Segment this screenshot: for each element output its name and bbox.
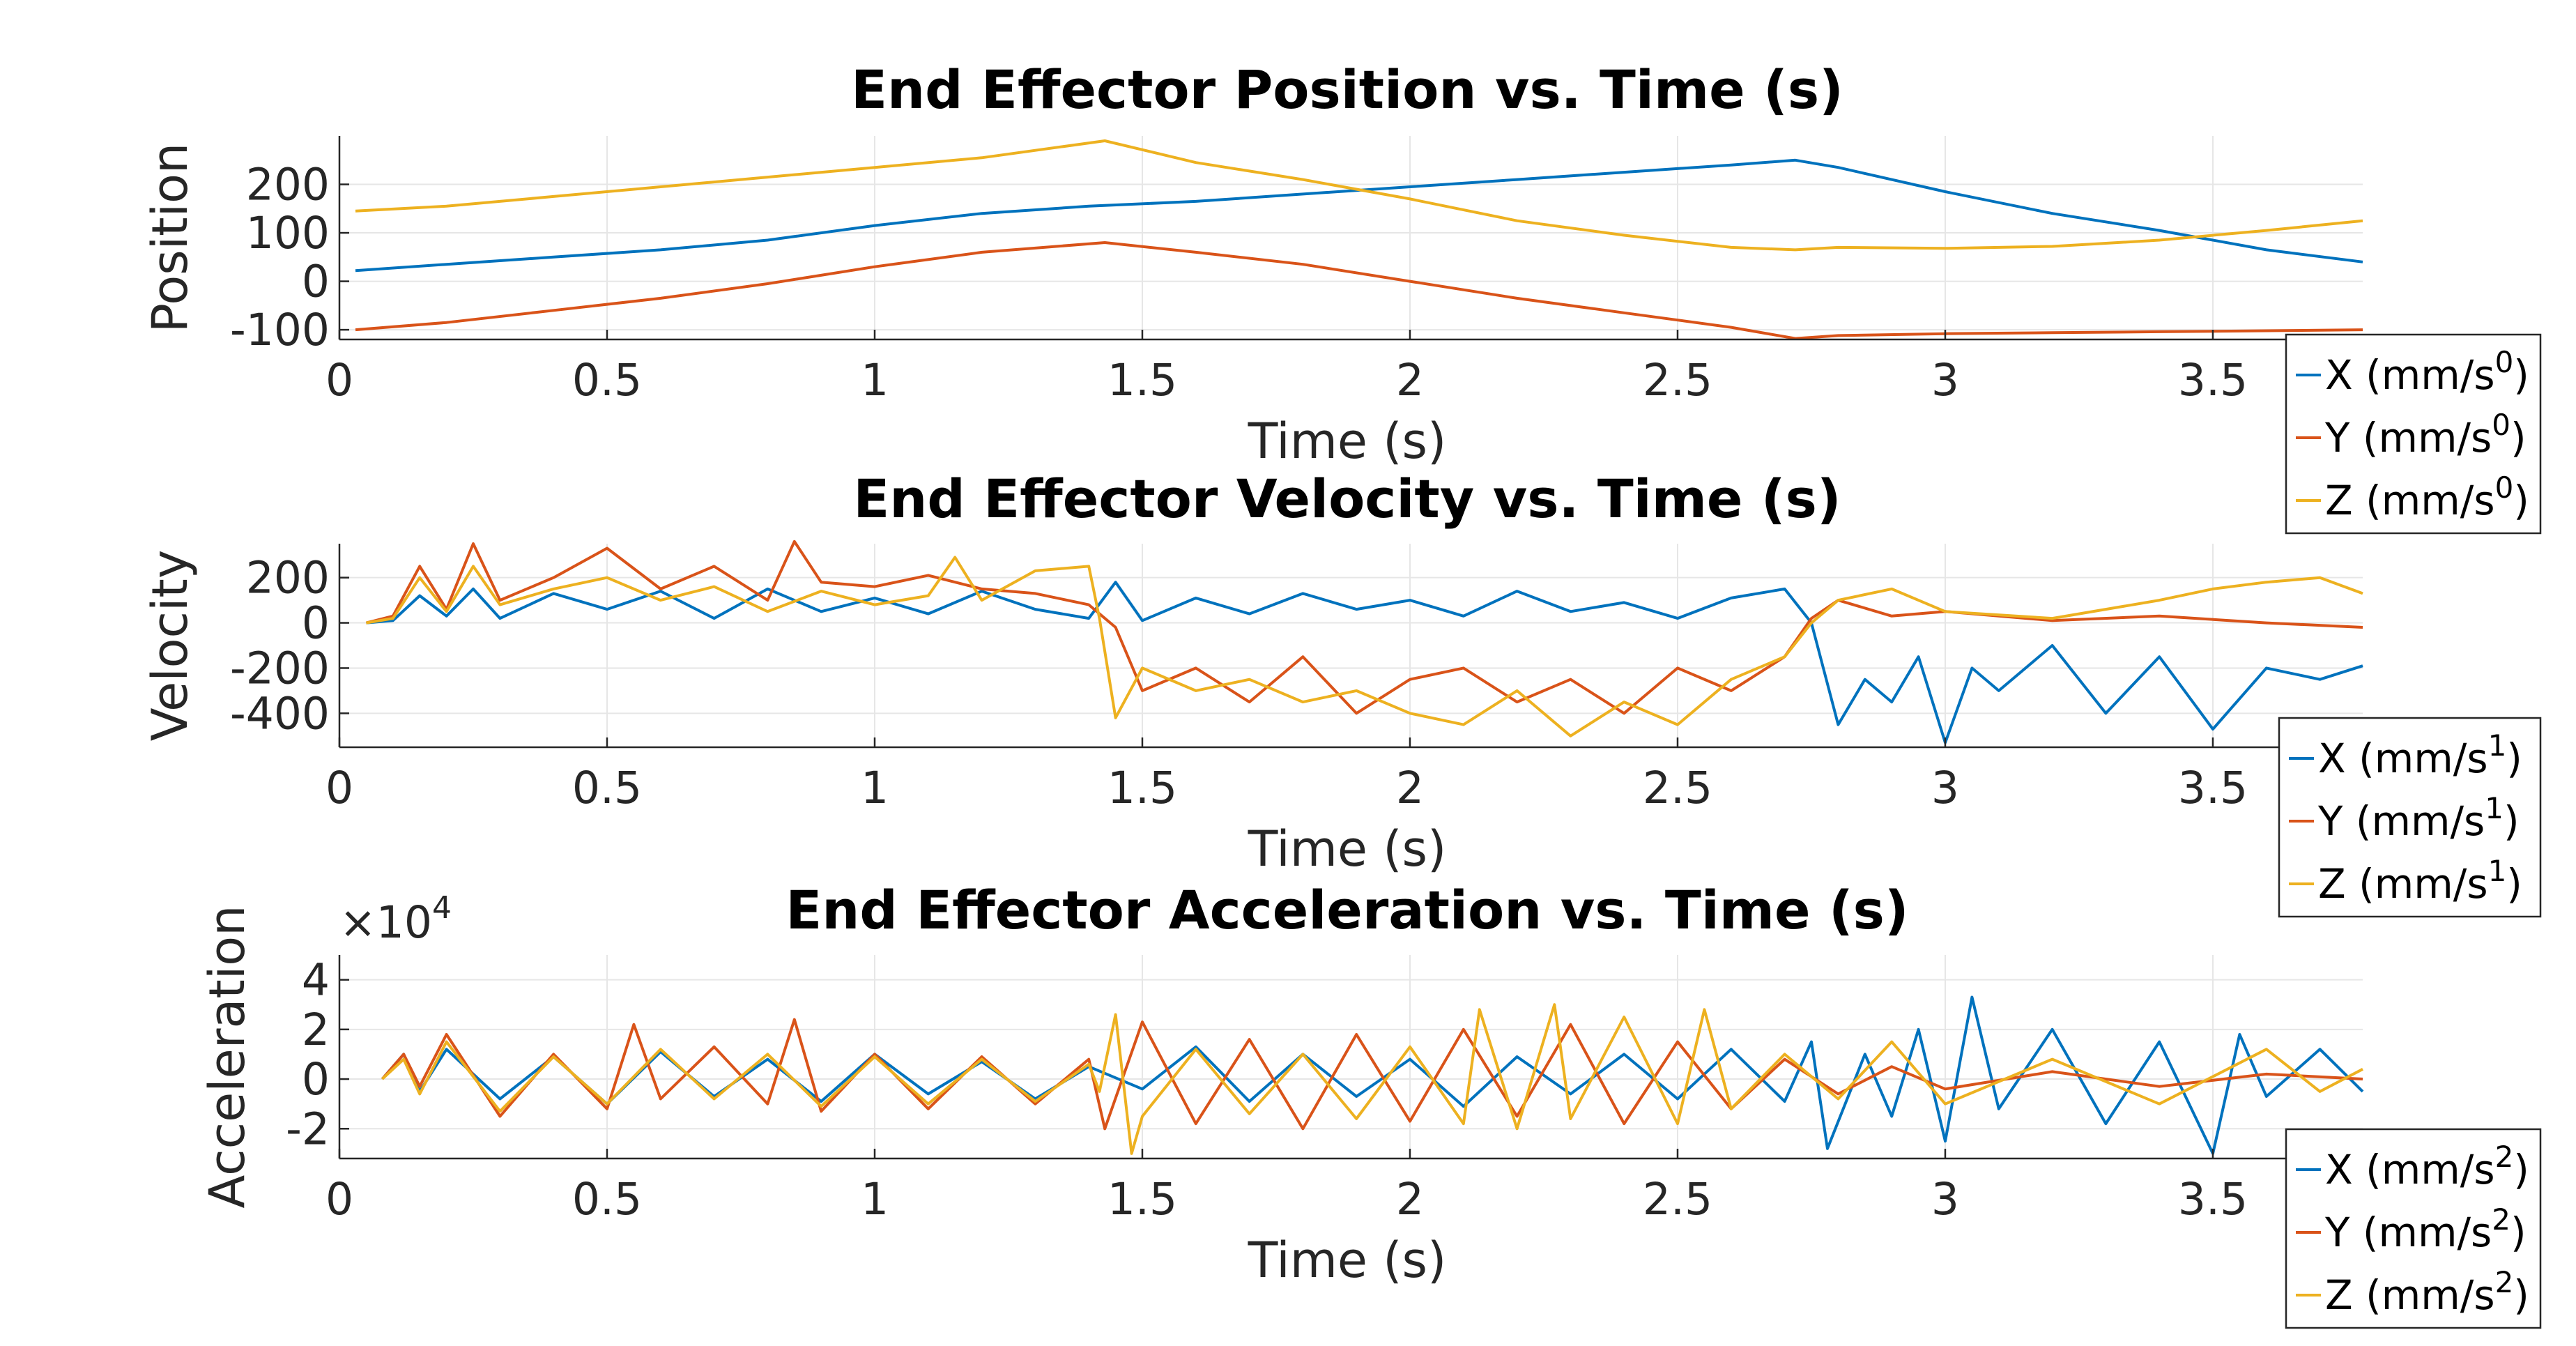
legend-box	[2285, 1128, 2542, 1329]
x-tick-label: 1.5	[1107, 763, 1177, 813]
series-line-x	[355, 158, 2363, 273]
y-axis-label: Velocity	[141, 550, 199, 742]
x-tick-label: 0.5	[572, 355, 642, 406]
legend-entry: Y (mm/s0)	[2324, 408, 2527, 461]
chart-title: End Effector Velocity vs. Time (s)	[853, 468, 1841, 530]
x-tick-label: 2	[1396, 1174, 1424, 1225]
series-line-y	[381, 1018, 2363, 1131]
x-tick-label: 3	[1931, 1174, 1959, 1225]
x-tick-label: 2.5	[1643, 355, 1712, 406]
series-line-y	[365, 540, 2363, 715]
y-tick-label: -100	[230, 305, 330, 355]
legend-entry: Z (mm/s1)	[2318, 854, 2522, 908]
series-line-x	[381, 995, 2364, 1155]
series-line-y	[355, 241, 2363, 340]
legend-entry: X (mm/s0)	[2325, 345, 2529, 399]
x-tick-label: 3.5	[2178, 1174, 2248, 1225]
x-tick-label: 0	[325, 1174, 353, 1225]
x-tick-label: 2	[1396, 355, 1424, 406]
legend-entry: X (mm/s1)	[2318, 728, 2522, 782]
x-tick-label: 2	[1396, 763, 1424, 813]
x-tick-label: 0.5	[572, 1174, 642, 1225]
y-tick-label: -400	[230, 688, 330, 739]
x-tick-label: 2.5	[1643, 763, 1712, 813]
chart-title: End Effector Position vs. Time (s)	[851, 59, 1843, 121]
x-tick-label: 0	[325, 763, 353, 813]
y-tick-label: 200	[246, 553, 330, 604]
y-tick-label: -2	[286, 1103, 330, 1154]
x-tick-label: 1.5	[1107, 1174, 1177, 1225]
x-tick-label: 1	[861, 1174, 889, 1225]
y-tick-label: -200	[230, 643, 330, 694]
legend: X (mm/s0) Y (mm/s0) Z (mm/s0)	[2285, 333, 2542, 535]
legend-entry: Z (mm/s2)	[2325, 1265, 2529, 1319]
series-line-z	[381, 1003, 2363, 1155]
y-exponent-label: ×104	[339, 890, 452, 948]
y-tick-label: 200	[246, 160, 330, 211]
x-tick-label: 0.5	[572, 763, 642, 813]
x-tick-label: 1	[861, 355, 889, 406]
y-tick-label: 0	[302, 257, 330, 307]
series-line-z	[355, 139, 2363, 252]
y-tick-label: 2	[302, 1004, 330, 1055]
legend-entry: Z (mm/s0)	[2325, 471, 2529, 524]
legend-entry: Y (mm/s2)	[2324, 1202, 2527, 1256]
y-axis-label: Acceleration	[199, 905, 256, 1209]
x-tick-label: 3	[1931, 763, 1959, 813]
legend-box	[2278, 717, 2542, 918]
y-tick-label: 0	[302, 1054, 330, 1105]
legend: X (mm/s2) Y (mm/s2) Z (mm/s2)	[2285, 1128, 2542, 1329]
series-line-z	[366, 556, 2363, 737]
y-tick-label: 100	[246, 208, 330, 259]
x-axis-label: Time (s)	[1248, 820, 1447, 878]
x-tick-label: 2.5	[1643, 1174, 1712, 1225]
x-axis-label: Time (s)	[1248, 1232, 1447, 1289]
x-axis-label: Time (s)	[1248, 413, 1447, 470]
x-tick-label: 0	[325, 355, 353, 406]
legend-box	[2285, 333, 2542, 535]
x-tick-label: 3.5	[2178, 763, 2248, 813]
legend-entry: Y (mm/s1)	[2317, 791, 2520, 845]
x-tick-label: 1	[861, 763, 889, 813]
chart-title: End Effector Acceleration vs. Time (s)	[785, 879, 1908, 941]
y-axis-label: Position	[141, 143, 199, 333]
x-tick-label: 1.5	[1107, 355, 1177, 406]
x-tick-label: 3	[1931, 355, 1959, 406]
legend-entry: X (mm/s2)	[2325, 1140, 2529, 1193]
y-tick-label: 0	[302, 598, 330, 649]
y-tick-label: 4	[302, 955, 330, 1006]
legend: X (mm/s1) Y (mm/s1) Z (mm/s1)	[2278, 717, 2542, 918]
series-line-x	[366, 581, 2363, 744]
x-tick-label: 3.5	[2178, 355, 2248, 406]
